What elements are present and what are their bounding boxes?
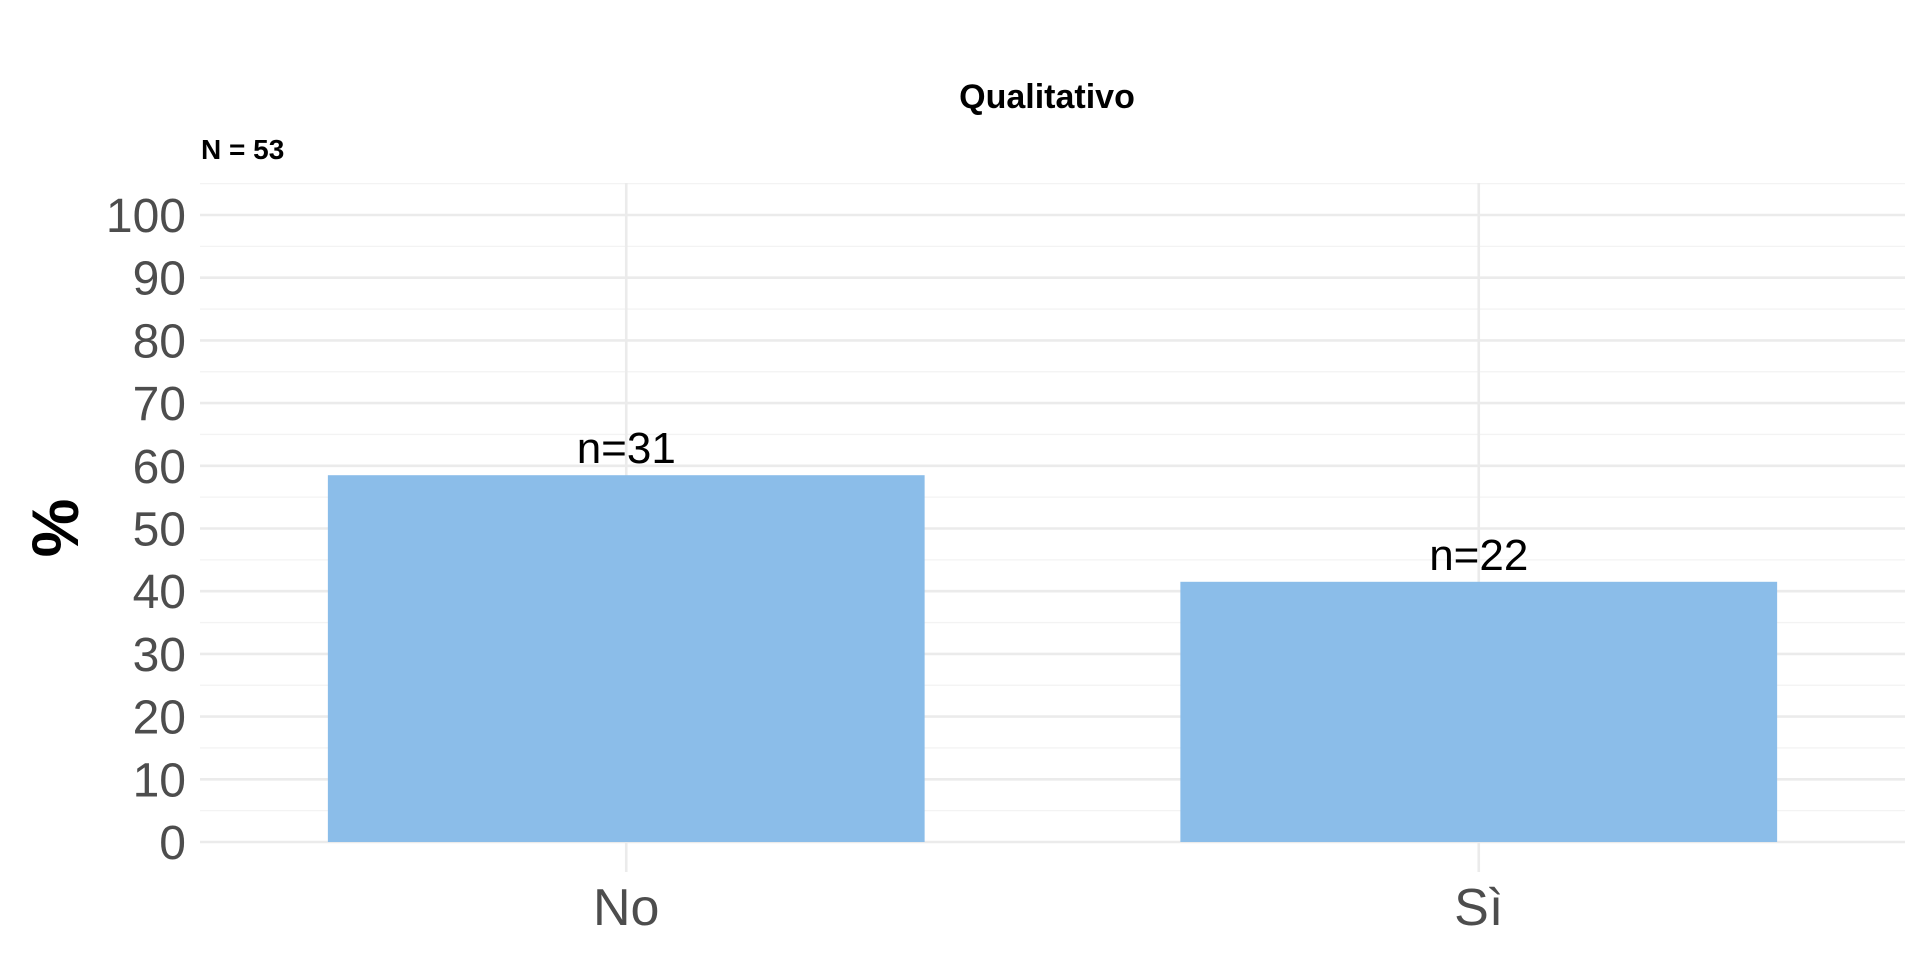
y-tick-label: 70 bbox=[133, 378, 186, 431]
bar-sì bbox=[1180, 581, 1778, 842]
x-tick-label: No bbox=[593, 879, 659, 937]
y-tick-label: 10 bbox=[133, 754, 186, 807]
y-tick-label: 60 bbox=[133, 441, 186, 494]
y-tick-label: 50 bbox=[133, 504, 186, 557]
y-tick-label: 30 bbox=[133, 629, 186, 682]
bars bbox=[327, 475, 1778, 842]
data-labels: n=31 n=22 bbox=[577, 424, 1529, 580]
chart-subtitle: N = 53 bbox=[201, 134, 284, 165]
y-tick-label: 100 bbox=[106, 190, 186, 243]
y-tick-label: 40 bbox=[133, 566, 186, 619]
bar-no bbox=[327, 475, 925, 842]
y-axis-label: % bbox=[18, 499, 92, 558]
data-label: n=31 bbox=[577, 424, 676, 473]
axis-ticks: 0 10 20 30 40 50 60 70 80 90 100 No Sì bbox=[106, 190, 1503, 937]
x-tick-label: Sì bbox=[1454, 879, 1503, 937]
y-tick-label: 0 bbox=[159, 817, 186, 870]
data-label: n=22 bbox=[1429, 531, 1528, 580]
y-tick-label: 80 bbox=[133, 315, 186, 368]
chart-title: Qualitativo bbox=[959, 78, 1135, 116]
y-tick-label: 90 bbox=[133, 253, 186, 306]
y-tick-label: 20 bbox=[133, 692, 186, 745]
